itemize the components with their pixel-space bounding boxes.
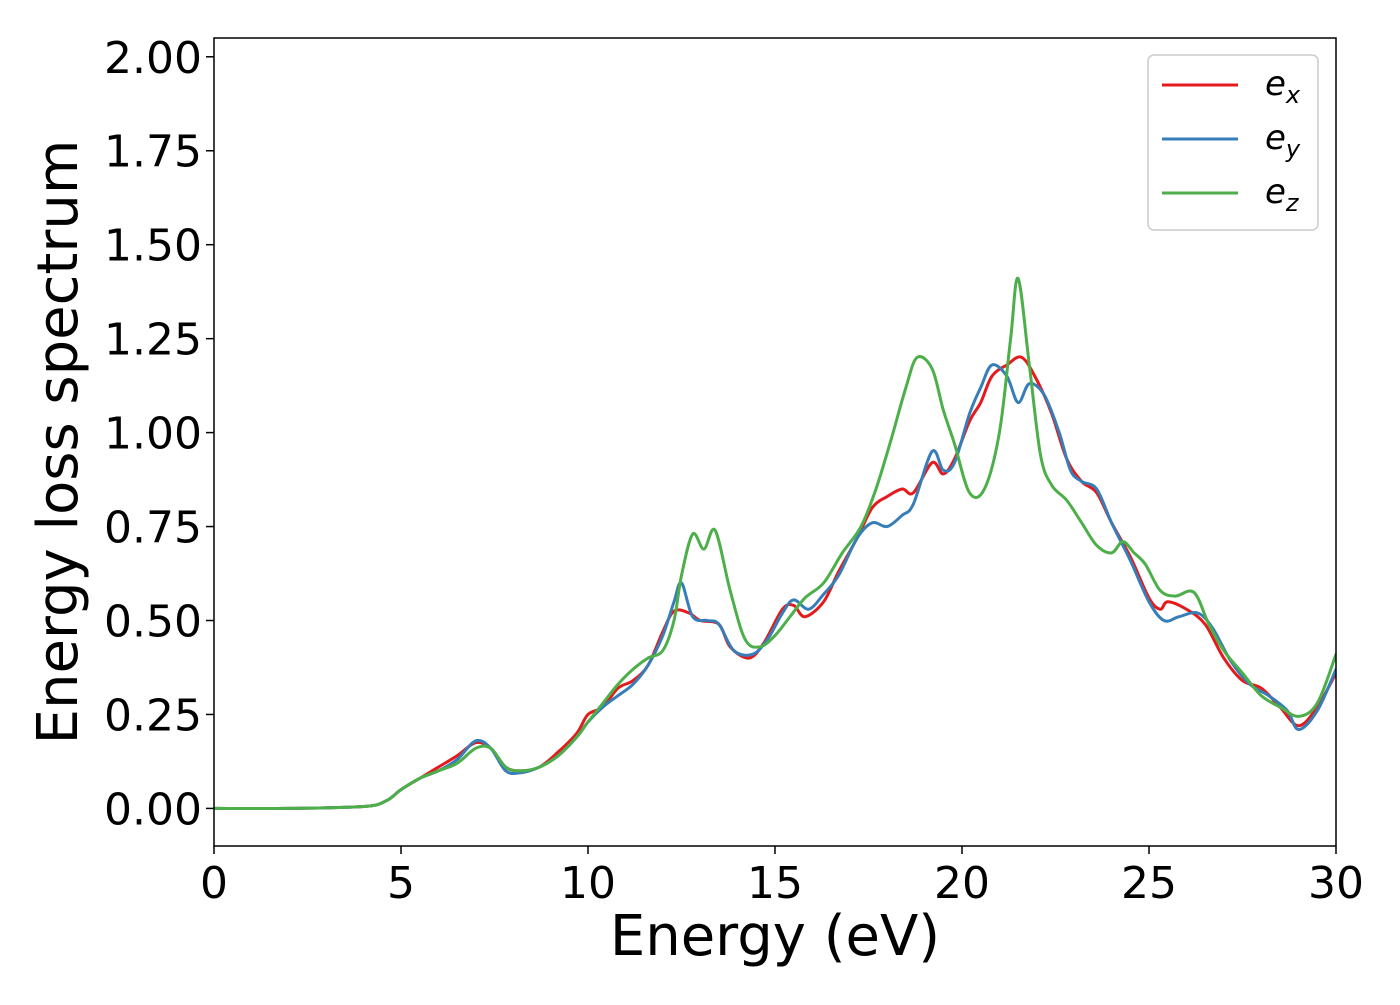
y-tick-label: 1.00 [104, 409, 202, 460]
legend-label-x: ex [1265, 64, 1301, 109]
legend: ex ey ez [1147, 54, 1319, 231]
series-line-x [214, 355, 1336, 811]
y-tick-label: 2.00 [104, 33, 202, 84]
legend-label-y: ey [1265, 118, 1301, 163]
x-tick-label: 25 [1121, 858, 1177, 909]
y-axis: 0.00 0.25 0.50 0.75 1.00 1.25 1.50 1.75 2.00 [104, 33, 214, 835]
x-tick-label: 0 [200, 858, 228, 909]
x-tick-label: 20 [934, 858, 990, 909]
y-tick-label: 1.25 [104, 315, 202, 366]
legend-label-z: ez [1265, 172, 1300, 217]
x-tick-label: 5 [387, 858, 415, 909]
series-layer [214, 277, 1336, 811]
x-tick-label: 10 [560, 858, 616, 909]
y-axis-title: Energy loss spectrum [26, 140, 91, 745]
y-tick-label: 0.75 [104, 503, 202, 554]
x-axis-title: Energy (eV) [610, 904, 940, 969]
y-tick-label: 0.50 [104, 597, 202, 648]
y-tick-label: 0.25 [104, 690, 202, 741]
x-tick-label: 15 [747, 858, 803, 909]
y-tick-label: 1.75 [104, 127, 202, 178]
y-tick-label: 1.50 [104, 221, 202, 272]
x-axis: 0 5 10 15 20 25 30 [200, 846, 1364, 909]
y-tick-label: 0.00 [104, 784, 202, 835]
series-line-z [214, 277, 1336, 811]
legend-box [1147, 54, 1319, 231]
series-line-y [214, 363, 1336, 811]
x-tick-label: 30 [1308, 858, 1364, 909]
